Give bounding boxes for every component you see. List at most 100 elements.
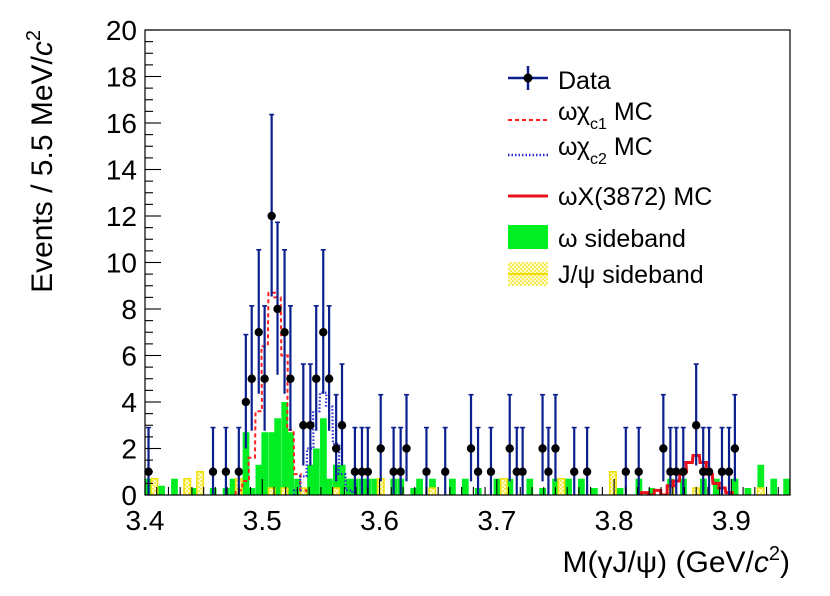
data-point <box>247 374 256 383</box>
omega-sideband-bin <box>371 478 379 495</box>
y-tick-label: 12 <box>106 201 137 232</box>
data-points-layer <box>144 113 740 495</box>
omega-sideband-bin <box>274 418 282 495</box>
data-point <box>363 467 373 476</box>
x-axis-title: M(γJ/ψ) (GeV/c2) <box>562 543 790 579</box>
y-tick-label: 4 <box>121 387 137 418</box>
data-point <box>441 467 450 476</box>
legend-entry-chic2: ωχc2 MC <box>508 133 653 168</box>
omega-sideband-bin <box>242 432 250 495</box>
data-point <box>234 467 244 476</box>
y-axis-title: Events / 5.5 MeV/c2 <box>23 30 59 293</box>
jpsi-sideband-bin <box>428 487 437 495</box>
data-point <box>324 374 334 383</box>
jpsi-sideband-bin <box>280 487 289 495</box>
jpsi-sideband-bin <box>608 471 617 495</box>
data-point <box>286 374 295 383</box>
data-point <box>717 467 727 476</box>
legend-entry-jpsi-sideband: J/ψ sideband <box>508 261 704 289</box>
legend-entry-data: Data <box>508 66 611 95</box>
data-point <box>331 444 341 453</box>
legend-entry-x3872: ωX(3872) MC <box>508 183 712 211</box>
data-point <box>730 444 740 453</box>
y-tick-label: 2 <box>121 434 137 465</box>
x3872-mc-layer <box>639 453 734 495</box>
omega-sideband-bin <box>281 402 289 495</box>
omega-sideband-bin <box>616 488 624 495</box>
omega-sideband-bin <box>325 478 333 495</box>
legend-label-omega-sideband: ω sideband <box>558 225 686 253</box>
data-point <box>466 444 476 453</box>
data-point <box>570 467 579 476</box>
omega-sideband-bin <box>429 478 436 495</box>
data-point <box>312 374 321 383</box>
data-point <box>208 467 218 476</box>
omega-sideband-bin <box>268 432 276 495</box>
data-point <box>221 467 231 476</box>
omega-sideband-bin <box>255 464 263 495</box>
omega-sideband-bin <box>565 478 572 495</box>
legend-label-chic2: ωχc2 MC <box>558 133 653 168</box>
omega-sideband-bin <box>171 478 178 495</box>
omega-sideband-bin <box>248 488 256 495</box>
omega-sideband-bin <box>757 464 765 495</box>
data-point <box>704 467 714 476</box>
omega-sideband-bin <box>287 432 294 495</box>
omega-sideband-bin <box>320 418 327 495</box>
data-point <box>350 467 360 476</box>
x-tick-label: 3.7 <box>477 505 516 536</box>
jpsi-sideband-bin <box>499 477 508 495</box>
omega-sideband-bin <box>410 488 418 495</box>
omega-sideband-bin <box>648 488 656 495</box>
data-point <box>551 444 560 453</box>
x-tick-label: 3.9 <box>712 505 751 536</box>
y-tick-label: 18 <box>106 62 137 93</box>
jpsi-sideband-bin <box>150 477 159 495</box>
data-point <box>512 467 521 476</box>
data-point <box>486 467 496 476</box>
data-point <box>241 397 251 407</box>
data-point <box>337 421 347 430</box>
data-point <box>273 304 282 314</box>
data-point <box>724 467 734 476</box>
omega-sideband-bin <box>539 488 547 495</box>
data-point <box>357 467 367 476</box>
data-point <box>679 467 688 476</box>
jpsi-sideband-bin <box>183 477 192 495</box>
omega-sideband-bin <box>294 478 301 495</box>
chic2-mc-layer <box>293 391 354 495</box>
x-tick-label: 3.4 <box>126 505 165 536</box>
legend-entry-omega-sideband: ω sideband <box>508 225 686 253</box>
chic2-mc-curve <box>293 391 354 495</box>
omega-sideband-bin <box>307 464 314 495</box>
data-point <box>402 444 411 453</box>
data-point <box>518 467 527 476</box>
data-point <box>280 328 289 337</box>
data-point <box>319 328 328 337</box>
y-tick-label: 14 <box>106 155 137 186</box>
x-tick-label: 3.5 <box>243 505 282 536</box>
data-point <box>505 444 514 453</box>
data-point <box>267 211 276 221</box>
omega-sideband-bin <box>744 488 752 495</box>
omega-sideband-bin <box>189 488 197 495</box>
data-point <box>389 467 398 476</box>
x-tick-label: 3.8 <box>595 505 634 536</box>
data-point <box>672 467 681 476</box>
data-point <box>699 467 708 476</box>
data-point <box>260 374 269 383</box>
chic1-mc-curve <box>234 291 308 495</box>
legend: Data ωχc1 MC ωχc2 MC ωX(3872) MC ω sideb… <box>508 66 712 289</box>
omega-sideband-bin <box>416 478 423 495</box>
data-point <box>691 421 701 430</box>
data-point <box>666 467 675 476</box>
omega-sideband-bin <box>461 478 469 495</box>
data-point <box>473 467 483 476</box>
chic1-mc-layer <box>234 291 308 495</box>
y-tick-label: 6 <box>121 341 137 372</box>
omega-sideband-bin <box>506 478 514 495</box>
data-point <box>396 467 405 476</box>
omega-sideband-bin <box>338 464 346 495</box>
axes-layer: 0 2 4 6 8 10 12 14 16 18 20 3.4 3.5 3.6 3.7 3.8 3.9 <box>106 15 791 536</box>
